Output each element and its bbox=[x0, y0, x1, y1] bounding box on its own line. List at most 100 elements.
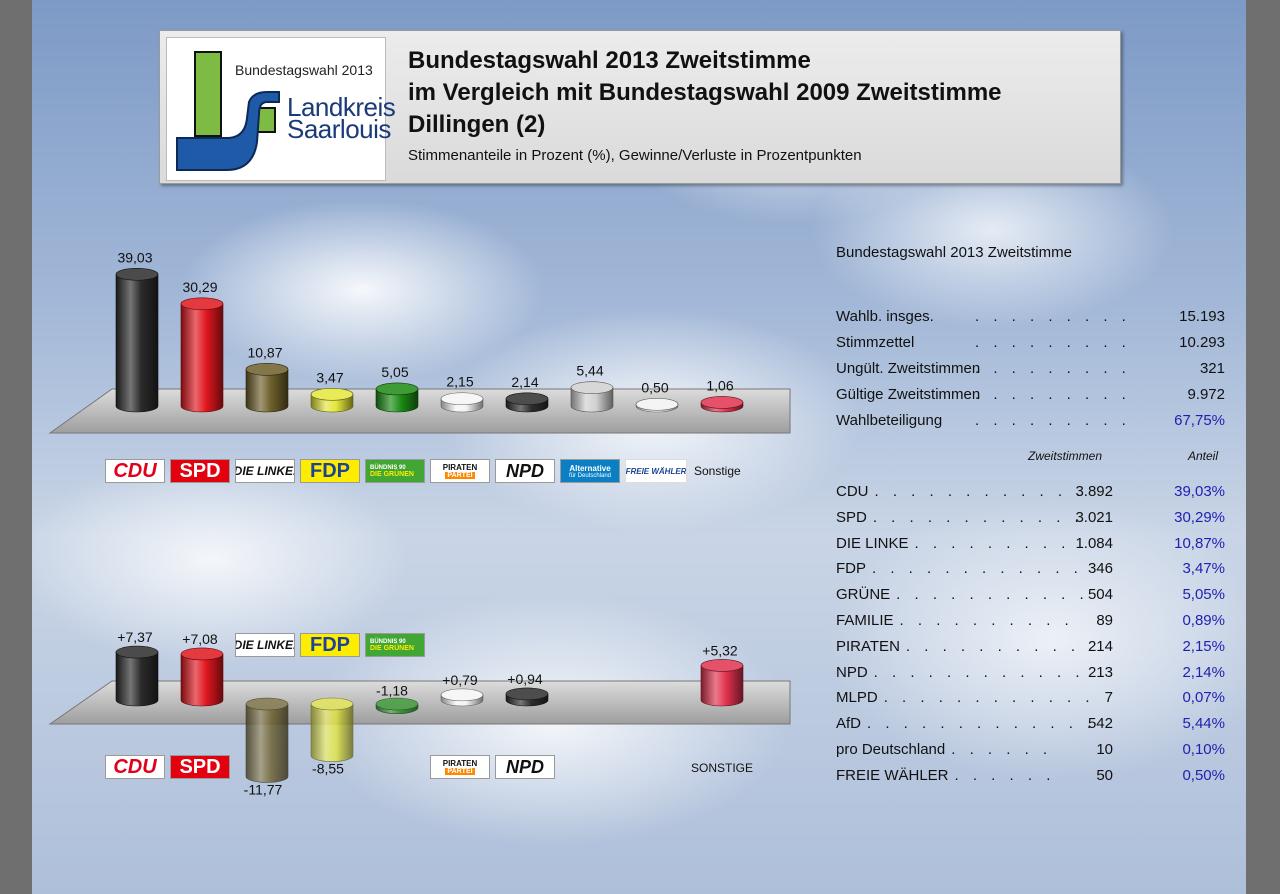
results-party: NPD bbox=[836, 663, 868, 681]
results-votes: 10 bbox=[1096, 741, 1113, 758]
bottom-bar-6 bbox=[505, 687, 549, 707]
results-party: FDP bbox=[836, 560, 866, 578]
bottom-chart-bars: +7,37 +7,08 -11,77 -8,55 -1,18 +0,79 +0,94 +5,3… bbox=[115, 629, 744, 798]
results-share: 5,05% bbox=[1182, 586, 1225, 604]
results-party: MLPD bbox=[836, 689, 878, 707]
page-subtitle: Stimmenanteile in Prozent (%), Gewinne/V… bbox=[408, 147, 862, 164]
logo-spd-bottom: SPD bbox=[170, 755, 230, 779]
results-votes: 346 bbox=[1087, 560, 1113, 578]
logo-linke-bottom: DIE LINKE. bbox=[235, 633, 295, 657]
top-bar-3 bbox=[310, 387, 354, 413]
top-bar-4 bbox=[375, 382, 419, 413]
results-party: FREIE WÄHLER bbox=[836, 766, 949, 784]
logo-gruene-bottom: BÜNDNIS 90 DIE GRÜNEN bbox=[365, 633, 425, 657]
col-header-votes: Zweitstimmen bbox=[1028, 449, 1103, 463]
results-votes: 7 bbox=[1104, 689, 1113, 707]
summary-dots: . . . . . . . . . bbox=[975, 308, 1131, 325]
top-bar-label-1: 30,29 bbox=[182, 279, 217, 295]
summary-value: 67,75% bbox=[1174, 412, 1225, 429]
results-dots: . . . . . . . . . . bbox=[905, 637, 1081, 655]
results-dots: . . . . . . . . . . . . bbox=[872, 560, 1083, 578]
top-bar-6 bbox=[505, 392, 549, 413]
label-sonstige-top: Sonstige bbox=[694, 464, 741, 478]
landkreis-logo: Bundestagswahl 2013 Landkreis Saarlouis bbox=[166, 37, 396, 181]
header-panel: Bundestagswahl 2013 Landkreis Saarlouis … bbox=[159, 30, 1121, 184]
results-party: GRÜNE bbox=[836, 586, 891, 604]
bottom-bar-4 bbox=[375, 697, 419, 714]
results-share: 5,44% bbox=[1182, 715, 1225, 733]
top-bar-8 bbox=[635, 398, 679, 413]
results-dots: . . . . . . . . . . bbox=[899, 612, 1074, 629]
results-share: 0,10% bbox=[1182, 741, 1225, 758]
table-title: Bundestagswahl 2013 Zweitstimme bbox=[836, 244, 1072, 261]
bottom-bar-7 bbox=[700, 659, 744, 707]
results-votes: 542 bbox=[1087, 715, 1113, 733]
logo-npd-top: NPD bbox=[495, 459, 555, 483]
results-share: 0,50% bbox=[1182, 766, 1225, 784]
logo-name-text: Landkreis Saarlouis bbox=[287, 92, 396, 142]
results-votes: 214 bbox=[1087, 637, 1113, 655]
results-votes: 50 bbox=[1096, 766, 1113, 784]
logo-piraten-bottom: PIRATEN PARTEI bbox=[430, 755, 490, 779]
logo-npd-bottom: NPD bbox=[495, 755, 555, 779]
summary-dots: . . . . . . . . . bbox=[975, 386, 1131, 403]
results-share: 30,29% bbox=[1174, 508, 1225, 526]
page-title-line-3: Dillingen (2) bbox=[408, 111, 546, 138]
bottom-bar-2 bbox=[245, 697, 289, 783]
logo-piraten-top: PIRATEN PARTEI bbox=[430, 459, 490, 483]
summary-label: Gültige Zweitstimmen bbox=[836, 386, 981, 403]
summary-label: Stimmzettel bbox=[836, 334, 915, 351]
bottom-bar-5 bbox=[440, 688, 484, 707]
landkreis-logo-graphic bbox=[176, 51, 280, 171]
logo-cdu-bottom: CDU bbox=[105, 755, 165, 779]
logo-name-line-1: Landkreis bbox=[287, 92, 396, 122]
top-bar-label-6: 2,14 bbox=[511, 374, 538, 390]
top-bar-label-4: 5,05 bbox=[381, 364, 408, 380]
results-votes: 89 bbox=[1096, 612, 1113, 629]
bottom-bar-label-3: -8,55 bbox=[312, 761, 344, 777]
logo-fdp-top: FDP bbox=[300, 459, 360, 483]
results-votes: 504 bbox=[1087, 586, 1113, 604]
logo-spd-top: SPD bbox=[170, 459, 230, 483]
logo-gruene-top: BÜNDNIS 90 DIE GRÜNEN bbox=[365, 459, 425, 483]
results-share: 2,15% bbox=[1182, 637, 1225, 655]
results-share: 3,47% bbox=[1182, 560, 1225, 578]
top-bar-label-3: 3,47 bbox=[316, 369, 343, 385]
logo-fdp-bottom: FDP bbox=[300, 633, 360, 657]
top-bar-label-7: 5,44 bbox=[576, 363, 603, 379]
bottom-bar-label-0: +7,37 bbox=[117, 629, 153, 645]
results-votes: 1.084 bbox=[1075, 534, 1113, 552]
results-dots: . . . . . . . . . . . . bbox=[872, 508, 1084, 526]
results-share: 10,87% bbox=[1174, 534, 1225, 552]
bottom-bar-label-4: -1,18 bbox=[376, 683, 408, 699]
top-bar-label-5: 2,15 bbox=[446, 374, 473, 390]
summary-label: Wahlb. insges. bbox=[836, 308, 934, 325]
results-party: PIRATEN bbox=[836, 637, 900, 655]
results-share: 0,07% bbox=[1182, 689, 1225, 707]
top-bar-1 bbox=[180, 297, 224, 413]
results-dots: . . . . . . . . . . . . bbox=[874, 483, 1086, 500]
top-bar-label-9: 1,06 bbox=[706, 377, 733, 393]
bottom-bar-label-5: +0,79 bbox=[442, 672, 478, 688]
results-share: 39,03% bbox=[1174, 483, 1225, 500]
results-party: DIE LINKE bbox=[836, 534, 909, 552]
results-dots: . . . . . . . . . . . bbox=[896, 586, 1089, 604]
summary-value: 321 bbox=[1199, 360, 1225, 377]
results-dots: . . . . . . bbox=[954, 766, 1056, 784]
results-dots: . . . . . . bbox=[951, 741, 1053, 758]
results-party: AfD bbox=[836, 715, 862, 733]
results-votes: 3.892 bbox=[1075, 483, 1113, 500]
summary-label: Ungült. Zweitstimmen bbox=[836, 360, 981, 377]
top-chart-bars: 39,03 30,29 10,87 3,47 5,05 2,15 2,14 5,44 0,50 1… bbox=[115, 249, 744, 413]
label-sonstige-bottom: SONSTIGE bbox=[691, 761, 754, 775]
top-bar-label-8: 0,50 bbox=[641, 379, 668, 395]
top-bar-5 bbox=[440, 392, 484, 413]
logo-cdu-top: CDU bbox=[105, 459, 165, 483]
results-party: FAMILIE bbox=[836, 612, 894, 629]
results-dots: . . . . . . . . . . . . bbox=[873, 663, 1085, 681]
results-votes: 213 bbox=[1087, 663, 1113, 681]
bottom-bar-label-7: +5,32 bbox=[702, 642, 738, 658]
bottom-bar-label-6: +0,94 bbox=[507, 671, 543, 687]
bottom-bar-label-2: -11,77 bbox=[244, 782, 283, 798]
